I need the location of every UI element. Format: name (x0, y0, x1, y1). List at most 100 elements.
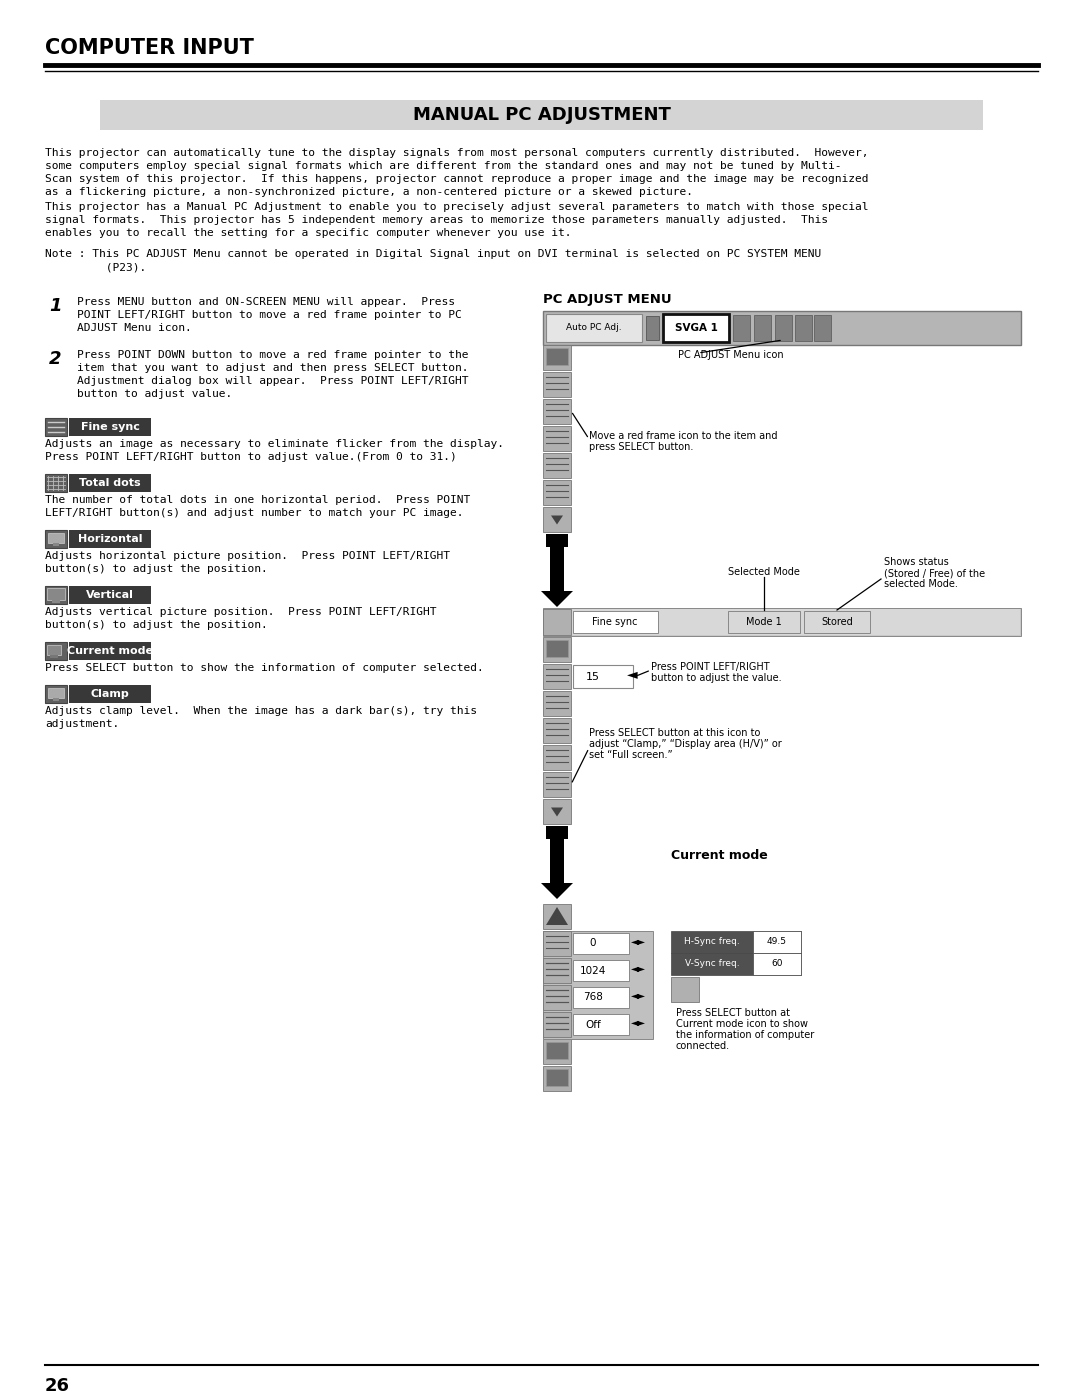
Text: Adjusts horizontal picture position.  Press POINT LEFT/RIGHT: Adjusts horizontal picture position. Pre… (45, 550, 450, 562)
Bar (543, 637, 571, 662)
Bar (69, 418, 151, 436)
Bar (53, 698, 59, 701)
Bar (543, 958, 571, 983)
Bar (573, 933, 629, 954)
Text: ADJUST Menu icon.: ADJUST Menu icon. (77, 323, 192, 332)
Text: V-Sync freq.: V-Sync freq. (685, 960, 740, 968)
Text: adjustment.: adjustment. (45, 719, 119, 729)
Bar (543, 799, 571, 824)
Text: Press SELECT button to show the information of computer selected.: Press SELECT button to show the informat… (45, 664, 484, 673)
Bar (543, 745, 571, 770)
Bar (543, 426, 571, 451)
Text: 49.5: 49.5 (767, 937, 787, 947)
Bar (546, 534, 568, 548)
Text: Off: Off (585, 1020, 600, 1030)
Bar (45, 529, 67, 548)
Text: set “Full screen.”: set “Full screen.” (589, 750, 673, 760)
Polygon shape (551, 515, 563, 524)
Bar (543, 930, 571, 956)
Polygon shape (541, 883, 573, 900)
Text: This projector can automatically tune to the display signals from most personal : This projector can automatically tune to… (45, 148, 868, 158)
Text: The number of total dots in one horizontal period.  Press POINT: The number of total dots in one horizont… (45, 495, 470, 504)
Bar (775, 314, 792, 341)
Text: Adjusts an image as necessary to eliminate flicker from the display.: Adjusts an image as necessary to elimina… (45, 439, 504, 448)
Bar (543, 345, 571, 370)
Text: Adjustment dialog box will appear.  Press POINT LEFT/RIGHT: Adjustment dialog box will appear. Press… (77, 376, 469, 386)
Bar (543, 692, 571, 717)
Bar (543, 1066, 571, 1091)
Bar (546, 640, 568, 657)
Bar (543, 985, 571, 1010)
Bar (546, 935, 568, 951)
Text: LEFT/RIGHT button(s) and adjust number to match your PC image.: LEFT/RIGHT button(s) and adjust number t… (45, 509, 463, 518)
Text: Selected Mode: Selected Mode (728, 567, 800, 577)
Bar (546, 1042, 568, 1059)
Bar (571, 609, 1020, 636)
Text: signal formats.  This projector has 5 independent memory areas to memorize those: signal formats. This projector has 5 ind… (45, 215, 828, 225)
Bar (543, 372, 571, 397)
Bar (52, 599, 60, 604)
Text: Press SELECT button at: Press SELECT button at (676, 1009, 789, 1018)
Text: Press MENU button and ON-SCREEN MENU will appear.  Press: Press MENU button and ON-SCREEN MENU wil… (77, 298, 455, 307)
Text: adjust “Clamp,” “Display area (H/V)” or: adjust “Clamp,” “Display area (H/V)” or (589, 739, 782, 749)
Text: 15: 15 (586, 672, 600, 682)
Bar (573, 988, 629, 1009)
Text: ◄►: ◄► (631, 964, 646, 974)
Bar (804, 610, 870, 633)
Bar (573, 665, 633, 687)
Bar (48, 534, 64, 543)
Text: Vertical: Vertical (86, 590, 134, 599)
Text: 768: 768 (583, 992, 603, 1003)
Polygon shape (596, 935, 622, 958)
Bar (543, 904, 571, 929)
Text: (P23).: (P23). (45, 263, 146, 272)
Text: as a flickering picture, a non-synchronized picture, a non-centered picture or a: as a flickering picture, a non-synchroni… (45, 187, 693, 197)
Text: Clamp: Clamp (91, 689, 130, 698)
Bar (543, 718, 571, 743)
Bar (69, 585, 151, 604)
Text: Current mode icon to show: Current mode icon to show (676, 1018, 808, 1030)
Text: Fine sync: Fine sync (592, 617, 638, 627)
Bar (543, 930, 571, 956)
Bar (53, 543, 59, 546)
Text: Note : This PC ADJUST Menu cannot be operated in Digital Signal input on DVI ter: Note : This PC ADJUST Menu cannot be ope… (45, 249, 821, 258)
Bar (543, 1039, 571, 1065)
Text: item that you want to adjust and then press SELECT button.: item that you want to adjust and then pr… (77, 363, 469, 373)
Text: 0: 0 (590, 939, 596, 949)
Text: Press POINT LEFT/RIGHT button to adjust value.(From 0 to 31.): Press POINT LEFT/RIGHT button to adjust … (45, 453, 457, 462)
Bar (48, 687, 64, 698)
Text: some computers employ special signal formats which are different from the standa: some computers employ special signal for… (45, 161, 841, 170)
Text: Stored: Stored (821, 617, 853, 627)
Text: SVGA 1: SVGA 1 (675, 323, 717, 332)
Bar (45, 643, 67, 659)
Text: (Stored / Free) of the: (Stored / Free) of the (885, 569, 985, 578)
Text: This projector has a Manual PC Adjustment to enable you to precisely adjust seve: This projector has a Manual PC Adjustmen… (45, 203, 868, 212)
Bar (753, 930, 801, 953)
Text: Scan system of this projector.  If this happens, projector cannot reproduce a pr: Scan system of this projector. If this h… (45, 175, 868, 184)
Bar (543, 453, 571, 478)
Bar (50, 655, 58, 658)
Bar (646, 316, 659, 339)
Bar (543, 507, 571, 532)
Text: 60: 60 (771, 960, 783, 968)
Text: Move a red frame icon to the item and: Move a red frame icon to the item and (589, 432, 778, 441)
Bar (543, 930, 653, 1039)
Bar (573, 1014, 629, 1035)
Bar (45, 685, 67, 703)
Polygon shape (541, 591, 573, 608)
Text: Current mode: Current mode (671, 849, 768, 862)
Text: ◄►: ◄► (631, 990, 646, 1000)
Text: PC ADJUST Menu icon: PC ADJUST Menu icon (678, 351, 784, 360)
Text: button to adjust value.: button to adjust value. (77, 388, 232, 400)
Bar (546, 826, 568, 840)
Bar (543, 481, 571, 504)
Bar (543, 773, 571, 798)
Bar (45, 474, 67, 492)
Text: ◄►: ◄► (631, 936, 646, 947)
Text: Mode 1: Mode 1 (746, 617, 782, 627)
Text: Press SELECT button at this icon to: Press SELECT button at this icon to (589, 728, 760, 738)
Bar (671, 930, 801, 953)
Text: button(s) to adjust the position.: button(s) to adjust the position. (45, 564, 268, 574)
Text: Shows status: Shows status (885, 557, 948, 567)
Bar (550, 548, 564, 591)
